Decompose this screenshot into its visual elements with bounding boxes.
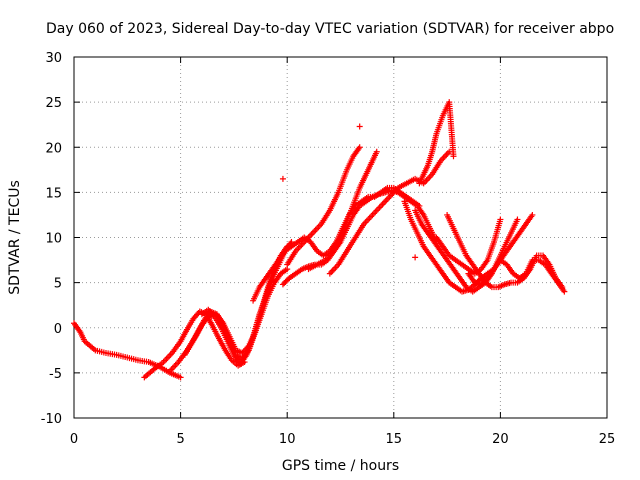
y-tick-label: 30 — [45, 51, 62, 66]
x-axis-label: GPS time / hours — [282, 458, 399, 474]
y-tick-label: 25 — [45, 96, 62, 111]
y-tick-label: 15 — [45, 186, 62, 201]
data-point — [450, 153, 457, 160]
y-tick-label: 0 — [54, 322, 62, 337]
x-tick-label: 20 — [492, 432, 509, 447]
data-point — [497, 216, 504, 223]
data-point — [514, 216, 521, 223]
y-tick-label: -5 — [49, 367, 62, 382]
y-axis-label: SDTVAR / TECUs — [7, 180, 23, 295]
data-point — [356, 144, 363, 151]
data-point — [561, 288, 568, 295]
axis-ticks — [73, 56, 608, 419]
x-tick-label: 10 — [279, 432, 296, 447]
y-tick-label: -10 — [41, 412, 62, 427]
data-point — [279, 175, 286, 182]
y-tick-label: 5 — [54, 277, 62, 292]
data-point — [373, 148, 380, 155]
x-tick-labels: 0 5 10 15 20 25 — [70, 432, 615, 447]
x-tick-label: 5 — [176, 432, 184, 447]
data-point — [177, 374, 184, 381]
data-point — [356, 123, 363, 130]
x-tick-label: 0 — [70, 432, 78, 447]
x-tick-label: 15 — [386, 432, 403, 447]
y-tick-labels: -10 -5 0 5 10 15 20 25 30 — [41, 51, 62, 427]
chart-title: Day 060 of 2023, Sidereal Day-to-day VTE… — [46, 21, 614, 37]
data-point — [412, 254, 419, 261]
x-tick-label: 25 — [599, 432, 616, 447]
y-tick-label: 10 — [45, 232, 62, 247]
y-tick-label: 20 — [45, 141, 62, 156]
data-point — [529, 211, 536, 218]
data-points — [71, 99, 568, 381]
